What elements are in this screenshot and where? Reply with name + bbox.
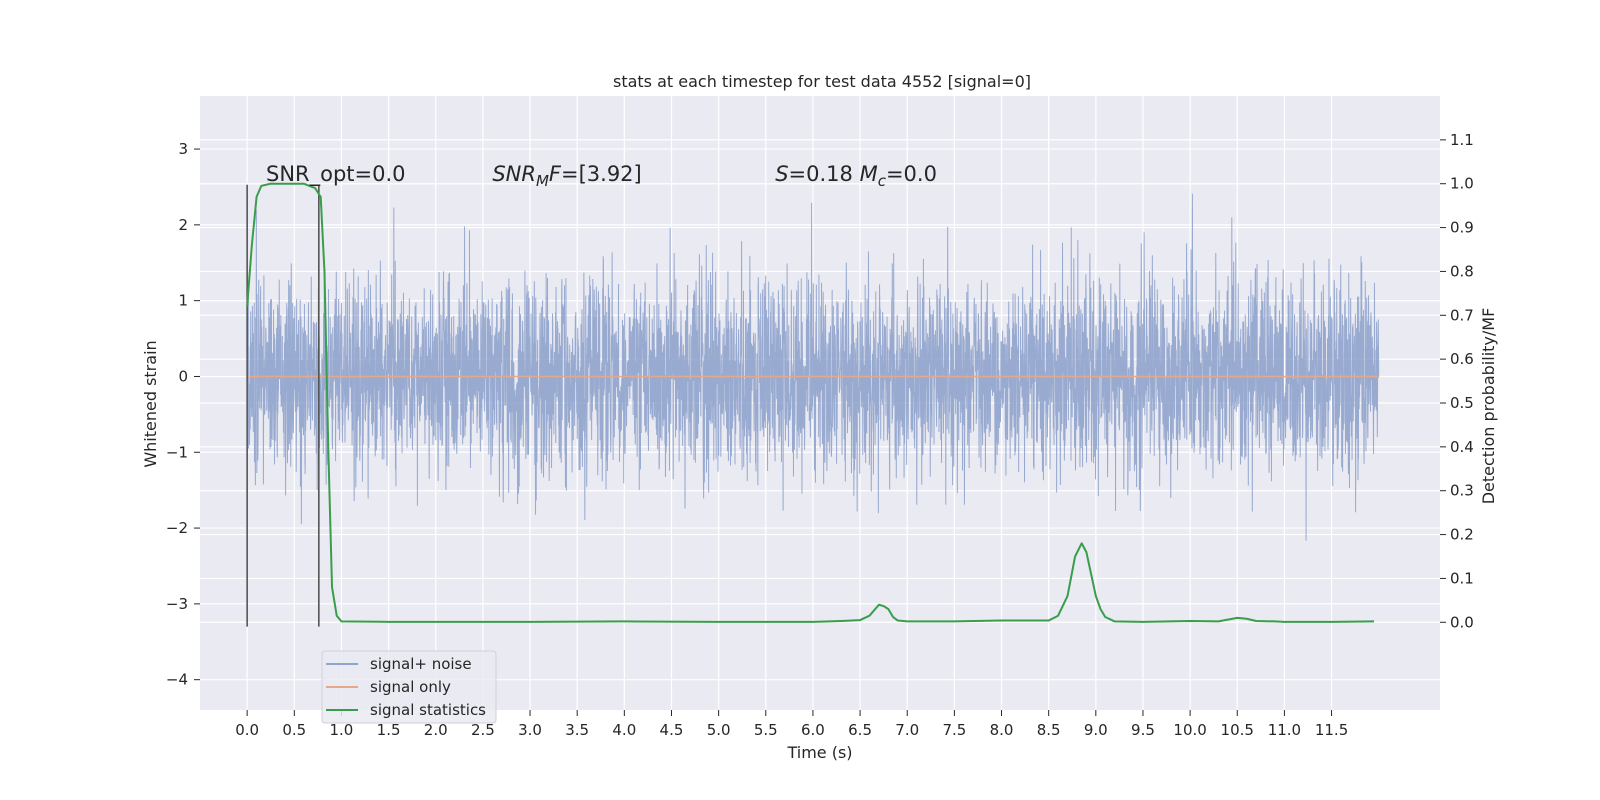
y-right-tick-label: 0.6 [1450,350,1474,368]
x-tick-label: 5.5 [754,721,778,739]
y-right-tick-label: 0.0 [1450,613,1474,631]
x-tick-label: 2.0 [424,721,448,739]
annotation-part: =0.0 [886,162,937,186]
y-left-tick-label: −1 [166,443,188,461]
x-tick-label: 0.0 [235,721,259,739]
x-axis-label: Time (s) [786,743,852,762]
x-tick-label: 0.5 [282,721,306,739]
x-tick-label: 4.5 [660,721,684,739]
x-tick-label: 5.0 [707,721,731,739]
chart-title: stats at each timestep for test data 455… [613,72,1031,91]
x-tick-label: 1.5 [377,721,401,739]
x-tick-label: 3.5 [565,721,589,739]
signal-statistics-line [246,182,1375,623]
x-tick-label: 10.5 [1221,721,1254,739]
x-tick-label: 1.0 [330,721,354,739]
y-axis-right-label: Detection probability/MF [1479,308,1498,505]
y-left-tick-label: 3 [178,140,188,158]
y-left-tick-label: 1 [178,292,188,310]
series-signal-noise [246,193,1380,541]
annotations: SNR_opt=0.0 SNRMF=[3.92] S=0.18 Mc=0.0 [266,162,937,190]
x-tick-label: 6.5 [848,721,872,739]
legend-box [321,650,497,724]
y-right-tick-label: 0.7 [1450,306,1474,324]
y-axis-left-label: Whitened strain [141,340,160,467]
annotation-part: F [549,162,562,186]
y-right-tick-label: 0.2 [1450,526,1474,544]
annotation-part: SNR [492,162,536,186]
y-right-tick-label: 1.1 [1450,131,1474,149]
x-tick-label: 8.5 [1037,721,1061,739]
signal-noise-line [246,193,1380,541]
series-signal-statistics [246,182,1375,623]
x-tick-label: 8.0 [990,721,1014,739]
annotation-part: M [536,172,549,190]
x-tick-label: 11.0 [1268,721,1301,739]
annotation: SNRMF=[3.92] [492,162,641,190]
y-axis-left: 3 2 1 0 −1 −2 −3 −4 [166,140,200,689]
y-right-tick-label: 0.4 [1450,438,1474,456]
annotation: SNR_opt=0.0 [266,162,406,187]
annotation-part: c [878,172,887,190]
y-left-tick-label: 2 [178,216,188,234]
x-tick-label: 3.0 [518,721,542,739]
y-left-tick-label: −2 [166,519,188,537]
y-left-tick-label: −4 [166,671,188,689]
y-left-tick-label: 0 [178,367,188,385]
vertical-markers [246,184,320,627]
legend-label: signal only [370,678,451,696]
y-right-tick-label: 0.8 [1450,262,1474,280]
x-tick-label: 9.5 [1131,721,1155,739]
y-right-tick-label: 0.5 [1450,394,1474,412]
x-tick-label: 4.0 [612,721,636,739]
y-right-tick-label: 0.3 [1450,482,1474,500]
y-axis-right: 1.1 1.0 0.9 0.8 0.7 0.6 0.5 0.4 0.3 0.2 0.1 0.0 [1440,131,1474,631]
annotation-part: =[3.92] [561,162,642,186]
y-right-tick-label: 0.1 [1450,569,1474,587]
annotation-part: SNR_opt=0.0 [266,162,406,187]
x-tick-label: 9.0 [1084,721,1108,739]
annotation: S=0.18 Mc=0.0 [775,162,937,190]
x-tick-label: 6.0 [801,721,825,739]
x-tick-label: 7.0 [895,721,919,739]
x-tick-label: 2.5 [471,721,495,739]
x-axis: 0.0 0.5 1.0 1.5 2.0 2.5 3.0 3.5 4.0 4.5 5.0 5.5 6.0 6… [235,710,1348,739]
y-right-tick-label: 1.0 [1450,175,1474,193]
legend-label: signal+ noise [370,655,472,673]
annotation-part: =0.18 [789,162,860,186]
legend: signal+ noise signal only signal statistic… [321,650,497,724]
x-tick-label: 10.0 [1173,721,1206,739]
legend-label: signal statistics [370,701,486,719]
x-tick-label: 11.5 [1315,721,1348,739]
annotation-part: M [860,162,878,186]
x-tick-label: 7.5 [942,721,966,739]
y-left-tick-label: −3 [166,595,188,613]
y-right-tick-label: 0.9 [1450,219,1474,237]
annotation-part: S [775,162,788,186]
